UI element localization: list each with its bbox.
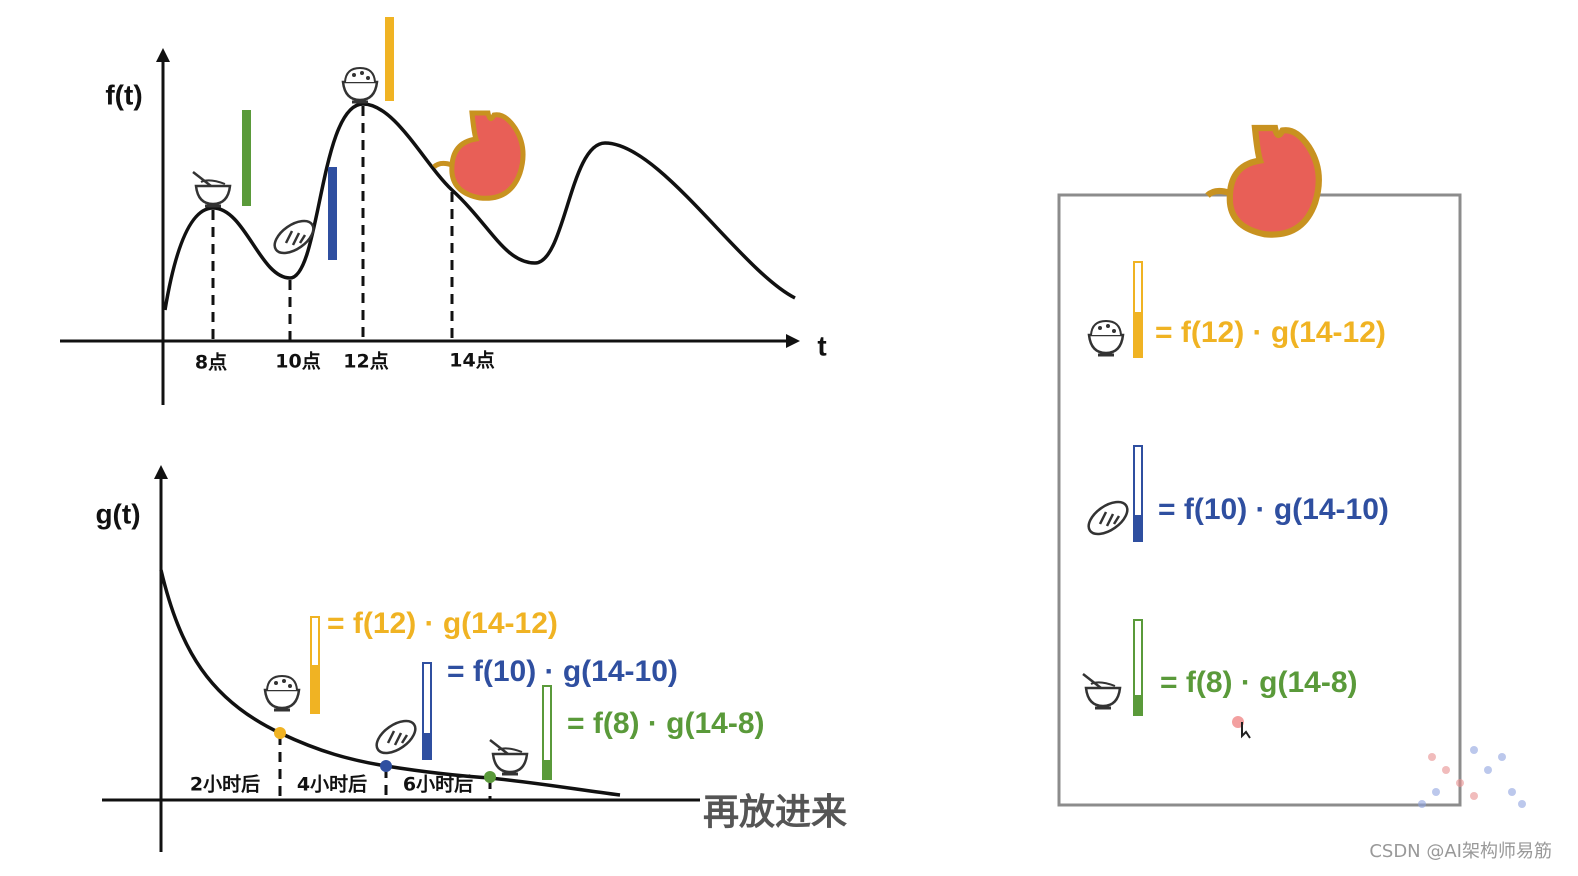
point <box>484 771 496 783</box>
tick: 14点 <box>449 350 494 372</box>
gauge-fill <box>423 733 431 759</box>
y-arrow <box>156 48 170 62</box>
bread-icon <box>369 713 423 761</box>
tick: 8点 <box>195 352 227 374</box>
x-label: t <box>817 330 826 361</box>
y-label: g(t) <box>95 498 140 529</box>
rice-icon <box>1089 321 1123 355</box>
tick: 2小时后 <box>190 774 260 796</box>
gauge-fill <box>1134 312 1142 357</box>
rice-icon <box>265 676 299 710</box>
formula: = f(10) · g(14-10) <box>447 655 678 688</box>
y-arrow <box>154 465 168 479</box>
formula: = f(8) · g(14-8) <box>567 707 765 740</box>
tick: 6小时后 <box>403 774 473 796</box>
watermark: CSDN @AI架构师易筋 <box>1369 841 1552 862</box>
formula: = f(12) · g(14-12) <box>327 607 558 640</box>
logo <box>1418 746 1526 808</box>
bread-icon <box>267 213 321 261</box>
cursor <box>1241 722 1251 739</box>
bar-yellow <box>385 17 394 101</box>
soup-icon <box>1083 674 1120 708</box>
stomach-icon <box>1208 128 1319 235</box>
top-chart: f(t) t 8点 10点 12点 14点 <box>60 17 827 405</box>
bottom-chart: g(t) 2小时后 4小时后 6小时后 = f(12) · g(14-12) =… <box>95 465 765 852</box>
tick: 4小时后 <box>297 774 367 796</box>
soup-icon <box>193 172 230 206</box>
tick: 10点 <box>275 351 320 373</box>
x-arrow <box>786 334 800 348</box>
point <box>274 727 286 739</box>
formula: = f(12) · g(14-12) <box>1155 316 1386 349</box>
soup-icon <box>490 740 527 774</box>
f-curve <box>163 102 796 311</box>
stomach-panel: = f(12) · g(14-12) = f(10) · g(14-10) = … <box>1057 128 1462 807</box>
formula: = f(8) · g(14-8) <box>1160 666 1358 699</box>
bread-icon <box>1081 494 1135 542</box>
gauge-fill <box>543 760 551 779</box>
rice-icon <box>343 68 377 102</box>
bar-blue <box>328 167 337 260</box>
gauge-fill <box>311 665 319 713</box>
y-label: f(t) <box>105 79 142 110</box>
tick: 12点 <box>343 351 388 373</box>
point <box>380 760 392 772</box>
bar-green <box>242 110 251 206</box>
gauge-fill <box>1134 515 1142 541</box>
formula: = f(10) · g(14-10) <box>1158 493 1389 526</box>
gauge-fill <box>1134 695 1142 715</box>
subtitle: 再放进来 <box>703 792 847 833</box>
